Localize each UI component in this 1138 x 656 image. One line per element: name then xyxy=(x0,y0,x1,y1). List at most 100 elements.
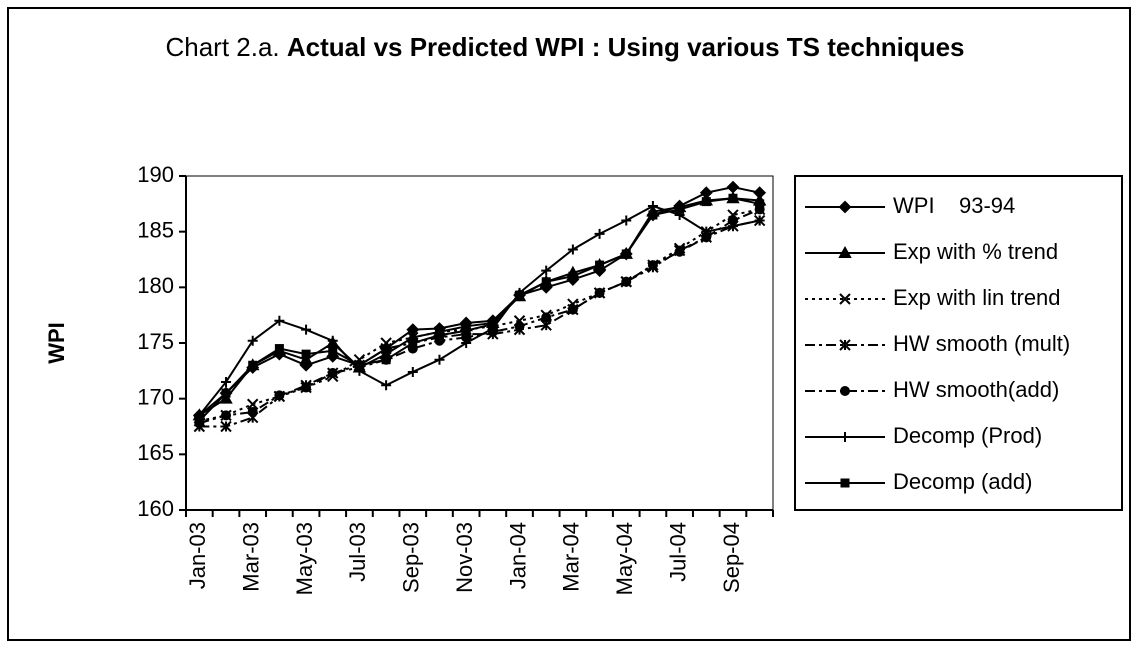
marker xyxy=(514,321,525,332)
x-tick-label: Sep-03 xyxy=(399,522,424,593)
marker xyxy=(301,382,312,393)
marker xyxy=(515,290,525,300)
marker xyxy=(647,260,658,271)
marker xyxy=(461,338,472,348)
plot-border xyxy=(185,175,774,511)
marker xyxy=(621,276,632,287)
marker xyxy=(274,315,285,326)
marker xyxy=(621,249,631,259)
marker xyxy=(541,265,552,276)
marker xyxy=(674,246,685,257)
marker xyxy=(728,193,738,203)
marker xyxy=(274,390,285,401)
marker xyxy=(301,349,311,359)
marker xyxy=(248,360,258,370)
marker xyxy=(408,338,418,348)
legend-label: Decomp (add) xyxy=(893,469,1032,494)
series xyxy=(192,191,767,421)
y-tick-label: 185 xyxy=(137,217,174,242)
marker xyxy=(194,416,204,426)
marker xyxy=(247,407,258,418)
marker xyxy=(839,339,851,351)
marker xyxy=(488,319,498,329)
marker xyxy=(381,355,391,365)
marker xyxy=(246,398,259,410)
marker xyxy=(840,386,850,396)
series-line xyxy=(198,197,760,417)
marker xyxy=(301,324,312,335)
marker xyxy=(621,215,632,226)
series xyxy=(194,204,765,429)
marker xyxy=(461,326,471,336)
marker xyxy=(701,197,711,207)
marker xyxy=(675,204,685,214)
marker xyxy=(840,432,850,442)
x-tick-label: Mar-04 xyxy=(559,522,584,592)
x-tick-label: Jul-04 xyxy=(665,522,690,582)
y-tick-label: 175 xyxy=(137,329,174,354)
marker xyxy=(840,478,850,488)
series-line xyxy=(198,186,760,417)
series-line xyxy=(199,208,760,422)
legend-label: HW smooth (mult) xyxy=(893,331,1070,356)
x-tick-label: Jul-03 xyxy=(345,522,370,582)
x-tick-label: Nov-03 xyxy=(452,522,477,593)
marker xyxy=(594,228,605,239)
x-tick-label: Jan-03 xyxy=(185,522,210,589)
marker xyxy=(380,342,392,355)
y-tick-label: 180 xyxy=(137,273,174,298)
marker xyxy=(220,420,232,433)
marker xyxy=(541,277,551,287)
marker xyxy=(299,352,313,365)
marker xyxy=(221,410,232,421)
title-prefix: Chart 2.a. xyxy=(165,32,280,62)
marker xyxy=(247,335,258,346)
marker xyxy=(434,354,445,365)
marker xyxy=(328,346,338,356)
marker xyxy=(839,293,851,305)
marker xyxy=(838,245,852,258)
marker xyxy=(568,271,578,281)
marker xyxy=(754,215,765,226)
marker xyxy=(648,210,658,220)
y-tick-label: 165 xyxy=(137,440,174,465)
legend-label: Decomp (Prod) xyxy=(893,423,1042,448)
series xyxy=(194,201,765,421)
legend-label: HW smooth(add) xyxy=(893,377,1059,402)
marker xyxy=(595,260,605,270)
legend-label: Exp with % trend xyxy=(893,239,1058,264)
marker xyxy=(647,201,658,212)
marker xyxy=(434,330,444,340)
marker xyxy=(274,344,284,354)
marker xyxy=(567,304,578,315)
chart-title: Chart 2.a. Actual vs Predicted WPI : Usi… xyxy=(150,28,980,66)
x-tick-label: May-04 xyxy=(612,522,637,595)
marker xyxy=(381,380,392,391)
marker xyxy=(838,200,852,214)
series xyxy=(194,193,765,426)
legend-label: Exp with lin trend xyxy=(893,285,1061,310)
x-tick-label: Mar-03 xyxy=(239,522,264,592)
title-main: Actual vs Predicted WPI : Using various … xyxy=(286,32,965,62)
marker xyxy=(221,388,231,398)
marker xyxy=(755,199,765,209)
y-axis-label: WPI xyxy=(44,322,69,364)
marker xyxy=(541,312,552,323)
marker xyxy=(727,221,738,232)
y-tick-label: 170 xyxy=(137,384,174,409)
x-tick-label: May-03 xyxy=(292,522,317,595)
x-tick-label: Jan-04 xyxy=(505,522,530,589)
legend-label: WPI 93-94 xyxy=(893,193,1015,218)
marker xyxy=(221,376,232,387)
series-line xyxy=(198,204,760,416)
marker xyxy=(327,368,338,379)
marker xyxy=(327,335,338,346)
legend-box xyxy=(794,175,1123,511)
marker xyxy=(726,180,740,194)
marker xyxy=(219,391,233,404)
y-tick-label: 160 xyxy=(137,496,174,521)
marker xyxy=(407,366,418,377)
marker xyxy=(701,226,712,237)
